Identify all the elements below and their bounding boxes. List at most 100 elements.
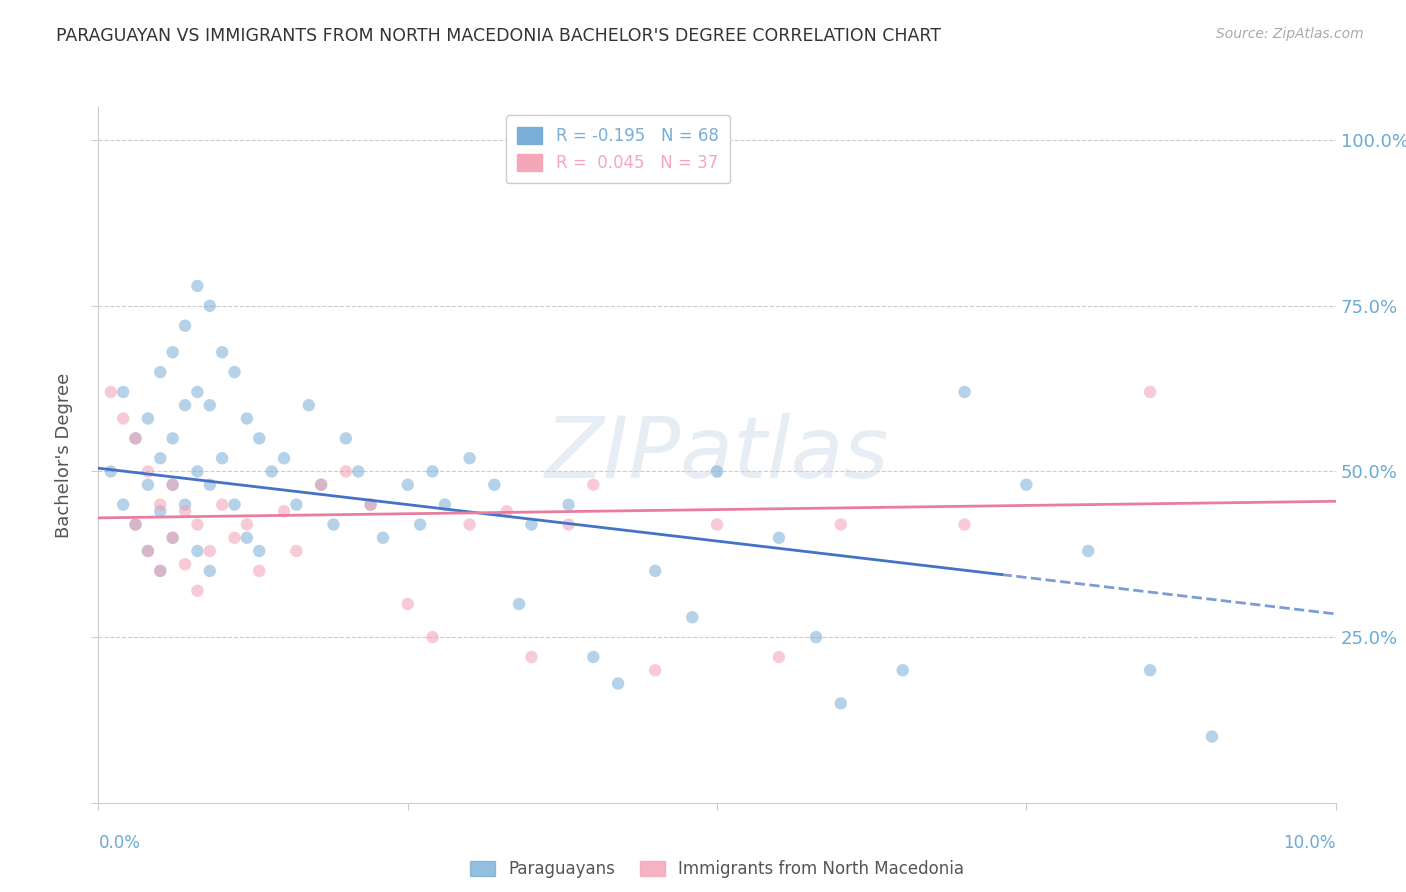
Point <box>136 411 159 425</box>
Point <box>136 544 159 558</box>
Point <box>247 431 270 445</box>
Point <box>309 477 332 491</box>
Point <box>360 498 382 512</box>
Point <box>458 451 481 466</box>
Point <box>582 650 605 665</box>
Point <box>953 517 976 532</box>
Point <box>768 650 790 665</box>
Point <box>706 517 728 532</box>
Point <box>211 451 233 466</box>
Point <box>124 517 146 532</box>
Point <box>804 630 827 644</box>
Point <box>174 498 197 512</box>
Point <box>309 477 332 491</box>
Point <box>681 610 703 624</box>
Point <box>1139 384 1161 399</box>
Point <box>186 465 208 479</box>
Point <box>409 517 432 532</box>
Point <box>768 531 790 545</box>
Point <box>112 498 135 512</box>
Text: 0.0%: 0.0% <box>98 834 141 852</box>
Point <box>162 531 184 545</box>
Point <box>335 465 357 479</box>
Point <box>396 597 419 611</box>
Point <box>273 451 295 466</box>
Point <box>335 431 357 445</box>
Point <box>198 398 221 412</box>
Point <box>1201 730 1223 744</box>
Point <box>607 676 630 690</box>
Text: 10.0%: 10.0% <box>1284 834 1336 852</box>
Point <box>136 477 159 491</box>
Point <box>149 564 172 578</box>
Point <box>298 398 321 412</box>
Legend: Paraguayans, Immigrants from North Macedonia: Paraguayans, Immigrants from North Maced… <box>463 854 972 885</box>
Point <box>186 384 208 399</box>
Point <box>198 477 221 491</box>
Point <box>100 384 122 399</box>
Point <box>1015 477 1038 491</box>
Point <box>644 564 666 578</box>
Point <box>174 398 197 412</box>
Point <box>830 517 852 532</box>
Point <box>371 531 394 545</box>
Point <box>149 451 172 466</box>
Point <box>285 498 308 512</box>
Point <box>162 477 184 491</box>
Point <box>520 517 543 532</box>
Y-axis label: Bachelor's Degree: Bachelor's Degree <box>55 372 73 538</box>
Text: Source: ZipAtlas.com: Source: ZipAtlas.com <box>1216 27 1364 41</box>
Point <box>198 299 221 313</box>
Point <box>247 564 270 578</box>
Point <box>162 531 184 545</box>
Point <box>149 504 172 518</box>
Point <box>422 630 444 644</box>
Point <box>100 465 122 479</box>
Point <box>360 498 382 512</box>
Point <box>174 558 197 572</box>
Point <box>557 498 579 512</box>
Point <box>582 477 605 491</box>
Point <box>124 431 146 445</box>
Point <box>124 517 146 532</box>
Point <box>508 597 530 611</box>
Point <box>830 697 852 711</box>
Point <box>236 531 259 545</box>
Point <box>322 517 344 532</box>
Point <box>186 517 208 532</box>
Point <box>644 663 666 677</box>
Point <box>224 531 246 545</box>
Point <box>484 477 506 491</box>
Point <box>422 465 444 479</box>
Point <box>347 465 370 479</box>
Point <box>112 411 135 425</box>
Point <box>706 465 728 479</box>
Point <box>433 498 456 512</box>
Point <box>520 650 543 665</box>
Point <box>186 583 208 598</box>
Point <box>211 345 233 359</box>
Point <box>458 517 481 532</box>
Point <box>186 279 208 293</box>
Text: PARAGUAYAN VS IMMIGRANTS FROM NORTH MACEDONIA BACHELOR'S DEGREE CORRELATION CHAR: PARAGUAYAN VS IMMIGRANTS FROM NORTH MACE… <box>56 27 941 45</box>
Point <box>112 384 135 399</box>
Point <box>396 477 419 491</box>
Point <box>224 365 246 379</box>
Point <box>186 544 208 558</box>
Point <box>149 498 172 512</box>
Point <box>124 431 146 445</box>
Point <box>247 544 270 558</box>
Point <box>236 411 259 425</box>
Point <box>260 465 283 479</box>
Point <box>211 498 233 512</box>
Point <box>891 663 914 677</box>
Point <box>273 504 295 518</box>
Point <box>1139 663 1161 677</box>
Point <box>174 318 197 333</box>
Point <box>149 564 172 578</box>
Point <box>162 431 184 445</box>
Point <box>1077 544 1099 558</box>
Point <box>236 517 259 532</box>
Point <box>162 477 184 491</box>
Point <box>198 564 221 578</box>
